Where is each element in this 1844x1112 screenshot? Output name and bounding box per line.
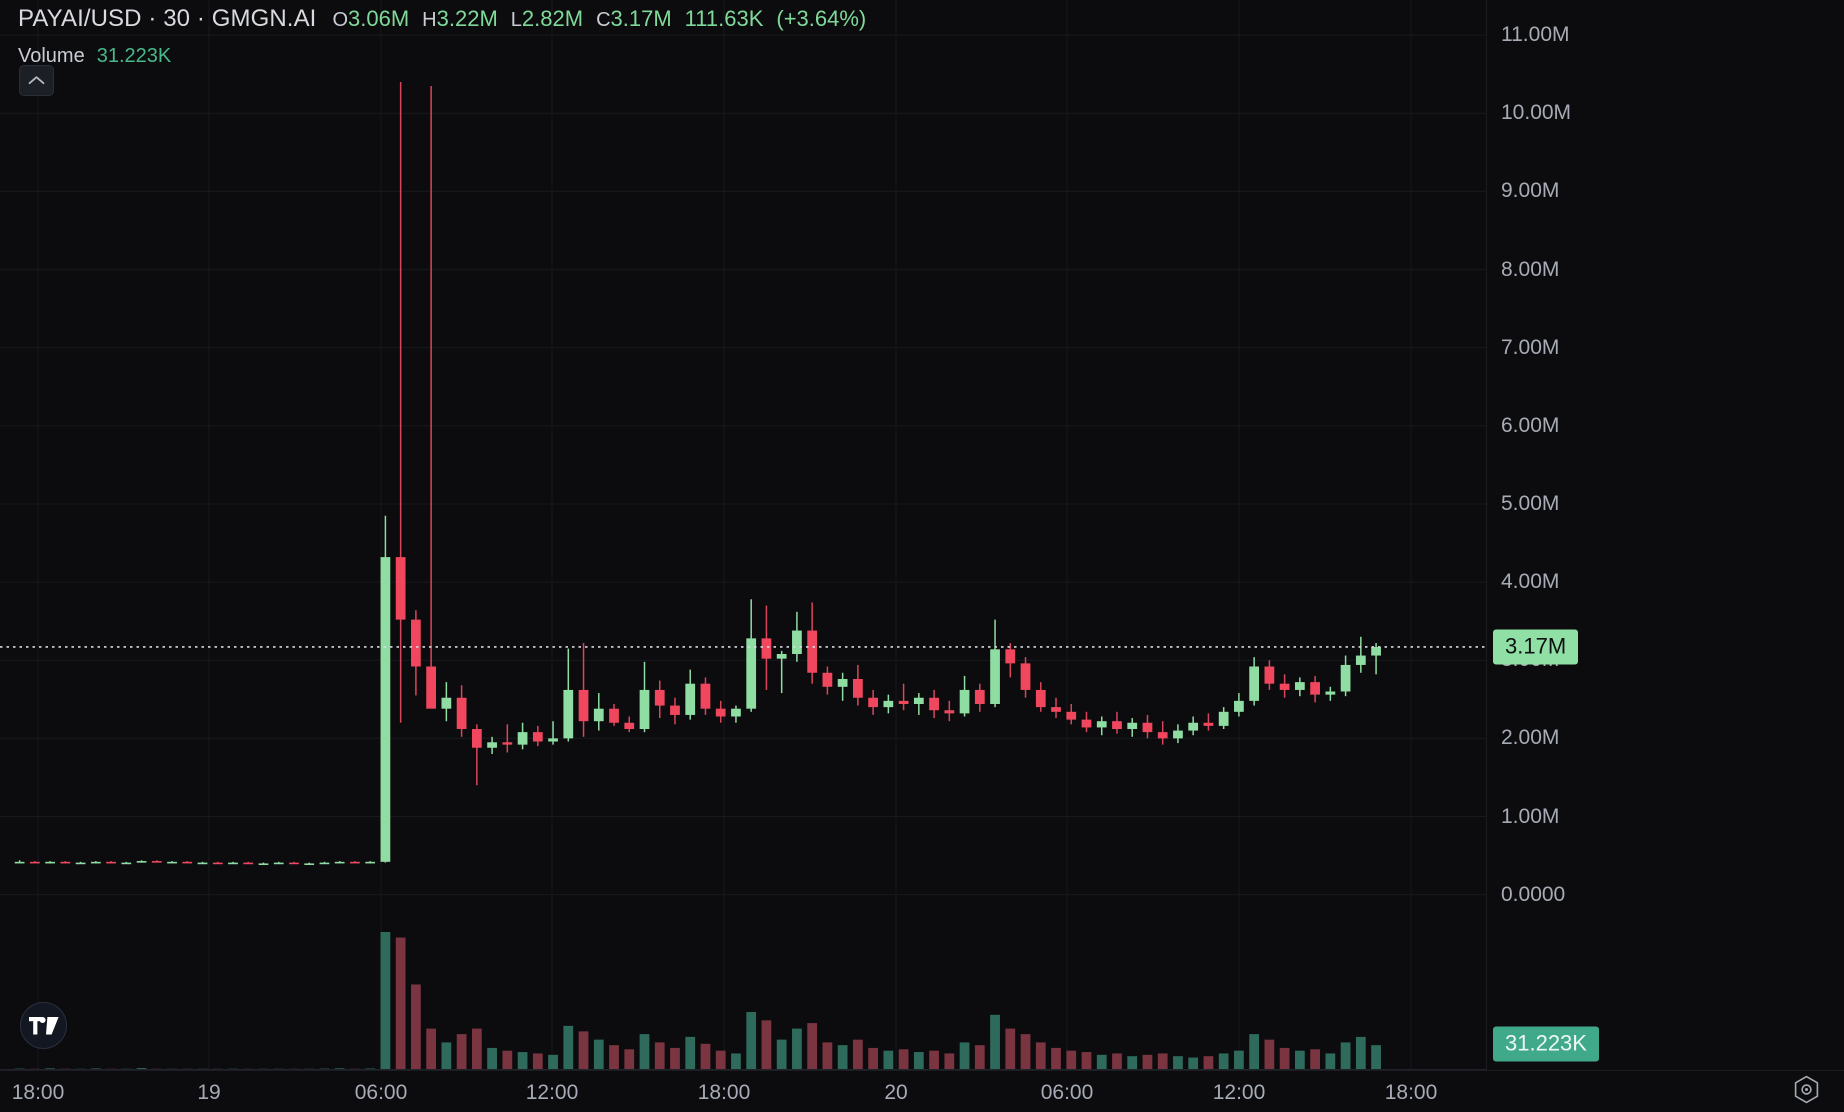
- volume-plot: [0, 922, 1486, 1070]
- time-axis-tick: 12:00: [1212, 1081, 1266, 1104]
- price-axis-tick: 2.00M: [1501, 726, 1560, 750]
- price-axis-tick: 6.00M: [1501, 413, 1560, 437]
- time-axis-tick: 12:00: [525, 1081, 579, 1104]
- price-axis-tick: 11.00M: [1501, 23, 1570, 47]
- time-axis[interactable]: 18:00 19 06:00 12:00 18:00 20 06:00 12:00 18:00: [0, 1070, 1844, 1112]
- price-plot: [0, 0, 1486, 922]
- collapse-pane-button[interactable]: [19, 65, 54, 96]
- last-volume-badge: 31.223K: [1493, 1026, 1599, 1062]
- axis-settings-button[interactable]: [1793, 1075, 1820, 1109]
- time-axis-tick: 06:00: [354, 1081, 408, 1104]
- price-axis[interactable]: 11.00M 10.00M 9.00M 8.00M 7.00M 6.00M 5.00M 4.0…: [1486, 0, 1844, 1070]
- axis-settings-icon: [1794, 1075, 1819, 1103]
- price-axis-tick: 4.00M: [1501, 570, 1560, 594]
- tradingview-logo-icon: [28, 1016, 59, 1034]
- last-price-badge: 3.17M: [1493, 629, 1579, 665]
- time-axis-tick: 18:00: [1384, 1081, 1438, 1104]
- time-axis-tick: 19: [197, 1081, 221, 1104]
- price-axis-tick: 8.00M: [1501, 257, 1560, 281]
- chevron-up-icon: [28, 76, 45, 85]
- price-axis-tick: 10.00M: [1501, 101, 1572, 125]
- time-axis-tick: 18:00: [11, 1081, 65, 1104]
- price-axis-tick: 7.00M: [1501, 335, 1560, 359]
- price-axis-tick: 5.00M: [1501, 491, 1560, 515]
- volume-chart-pane[interactable]: [0, 922, 1486, 1070]
- price-chart-pane[interactable]: [0, 0, 1486, 922]
- price-axis-tick: 0.0000: [1501, 882, 1566, 906]
- time-axis-tick: 20: [884, 1081, 908, 1104]
- tradingview-logo[interactable]: [20, 1002, 67, 1049]
- time-axis-tick: 06:00: [1040, 1081, 1094, 1104]
- price-axis-tick: 9.00M: [1501, 179, 1560, 203]
- price-axis-tick: 1.00M: [1501, 804, 1560, 828]
- time-axis-tick: 18:00: [697, 1081, 751, 1104]
